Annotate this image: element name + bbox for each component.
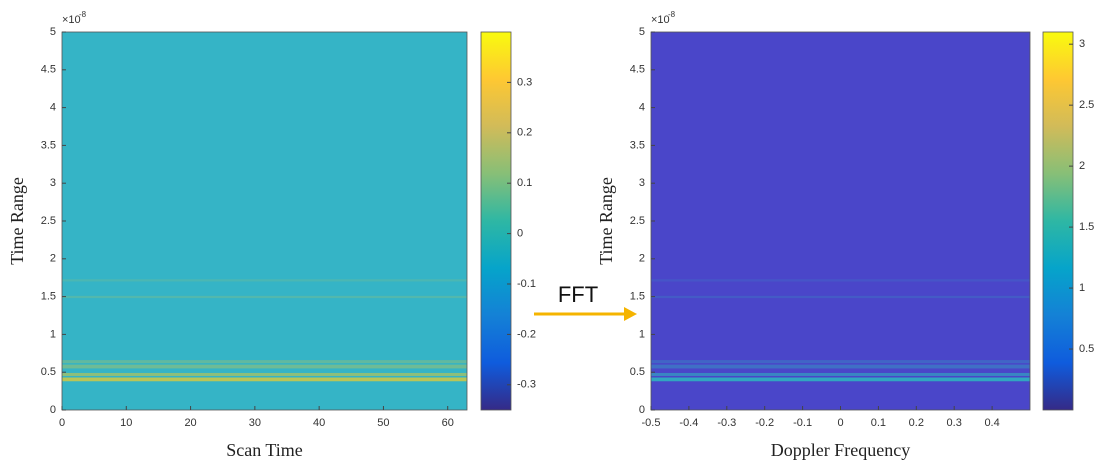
heatmap-stripe [651, 372, 1030, 376]
y-tick-label: 0.5 [630, 366, 645, 378]
y-tick-label: 0.5 [41, 366, 56, 378]
heatmap-field [62, 32, 467, 410]
y-multiplier: ×10 [62, 14, 81, 26]
heatmap-stripe [62, 364, 467, 369]
y-tick-label: 1 [639, 328, 645, 340]
colorbar [1042, 31, 1074, 411]
x-tick-label: 0.3 [947, 417, 962, 429]
heatmap-stripe [62, 360, 467, 364]
x-tick-label: -0.2 [755, 417, 774, 429]
x-tick-label: 50 [377, 417, 389, 429]
y-tick-label: 2 [639, 253, 645, 265]
colorbar [480, 31, 512, 411]
heatmap-field [651, 32, 1030, 410]
colorbar-tick-label: 1 [1079, 282, 1085, 294]
y-tick-label: 3.5 [41, 139, 56, 151]
colorbar-tick-label: -0.1 [517, 278, 536, 290]
y-tick-label: 0 [639, 404, 645, 416]
y-tick-label: 3 [639, 177, 645, 189]
y-multiplier-exponent: -8 [79, 10, 87, 19]
y-tick-label: 2.5 [41, 215, 56, 227]
y-tick-label: 3.5 [630, 139, 645, 151]
y-multiplier-exponent: -8 [668, 10, 676, 19]
y-tick-label: 0 [50, 404, 56, 416]
x-tick-label: -0.1 [793, 417, 812, 429]
colorbar-tick-label: 0.1 [517, 177, 532, 189]
heatmap-stripe [651, 279, 1030, 282]
x-tick-label: 40 [313, 417, 325, 429]
y-tick-label: 5 [639, 26, 645, 38]
colorbar-tick-label: 2.5 [1079, 99, 1094, 111]
colorbar-tick-label: 0.5 [1079, 343, 1094, 355]
y-tick-label: 2 [50, 253, 56, 265]
colorbar-tick-label: 3 [1079, 38, 1085, 50]
colorbar-tick-label: 0.3 [517, 76, 532, 88]
x-tick-label: 0.4 [984, 417, 999, 429]
heatmap-stripe [651, 360, 1030, 364]
y-tick-label: 4.5 [41, 64, 56, 76]
x-tick-label: 0.2 [909, 417, 924, 429]
x-axis-label: Scan Time [226, 440, 303, 460]
y-tick-label: 3 [50, 177, 56, 189]
y-tick-label: 1.5 [630, 291, 645, 303]
annotation-text: FFT [558, 282, 598, 307]
colorbar-tick-label: -0.3 [517, 379, 536, 391]
colorbar-tick-label: 1.5 [1079, 221, 1094, 233]
heatmap-stripe [62, 295, 467, 299]
colorbar-tick-label: -0.2 [517, 328, 536, 340]
colorbar-tick-label: 0 [517, 228, 523, 240]
x-tick-label: -0.5 [642, 417, 661, 429]
y-axis-label: Time Range [7, 177, 27, 265]
y-tick-label: 4 [50, 102, 56, 114]
y-tick-label: 2.5 [630, 215, 645, 227]
y-tick-label: 4.5 [630, 64, 645, 76]
arrow-head [624, 307, 637, 321]
y-tick-label: 1.5 [41, 291, 56, 303]
x-tick-label: 20 [184, 417, 196, 429]
x-tick-label: 0.1 [871, 417, 886, 429]
x-tick-label: 0 [59, 417, 65, 429]
heatmap-stripe [651, 377, 1030, 382]
x-tick-label: 30 [249, 417, 261, 429]
heatmap-stripe [651, 295, 1030, 299]
heatmap-stripe [62, 279, 467, 282]
heatmap-stripe [62, 372, 467, 376]
x-tick-label: 60 [442, 417, 454, 429]
heatmap-stripe [62, 377, 467, 382]
x-tick-label: 10 [120, 417, 132, 429]
x-tick-label: -0.3 [717, 417, 736, 429]
x-tick-label: -0.4 [679, 417, 698, 429]
y-multiplier: ×10 [651, 14, 670, 26]
x-tick-label: 0 [837, 417, 843, 429]
y-tick-label: 4 [639, 102, 645, 114]
heatmap-stripe [651, 364, 1030, 369]
y-tick-label: 5 [50, 26, 56, 38]
x-axis-label: Doppler Frequency [771, 440, 910, 460]
colorbar-tick-label: 0.2 [517, 127, 532, 139]
colorbar-tick-label: 2 [1079, 160, 1085, 172]
y-axis-label: Time Range [596, 177, 616, 265]
y-tick-label: 1 [50, 328, 56, 340]
